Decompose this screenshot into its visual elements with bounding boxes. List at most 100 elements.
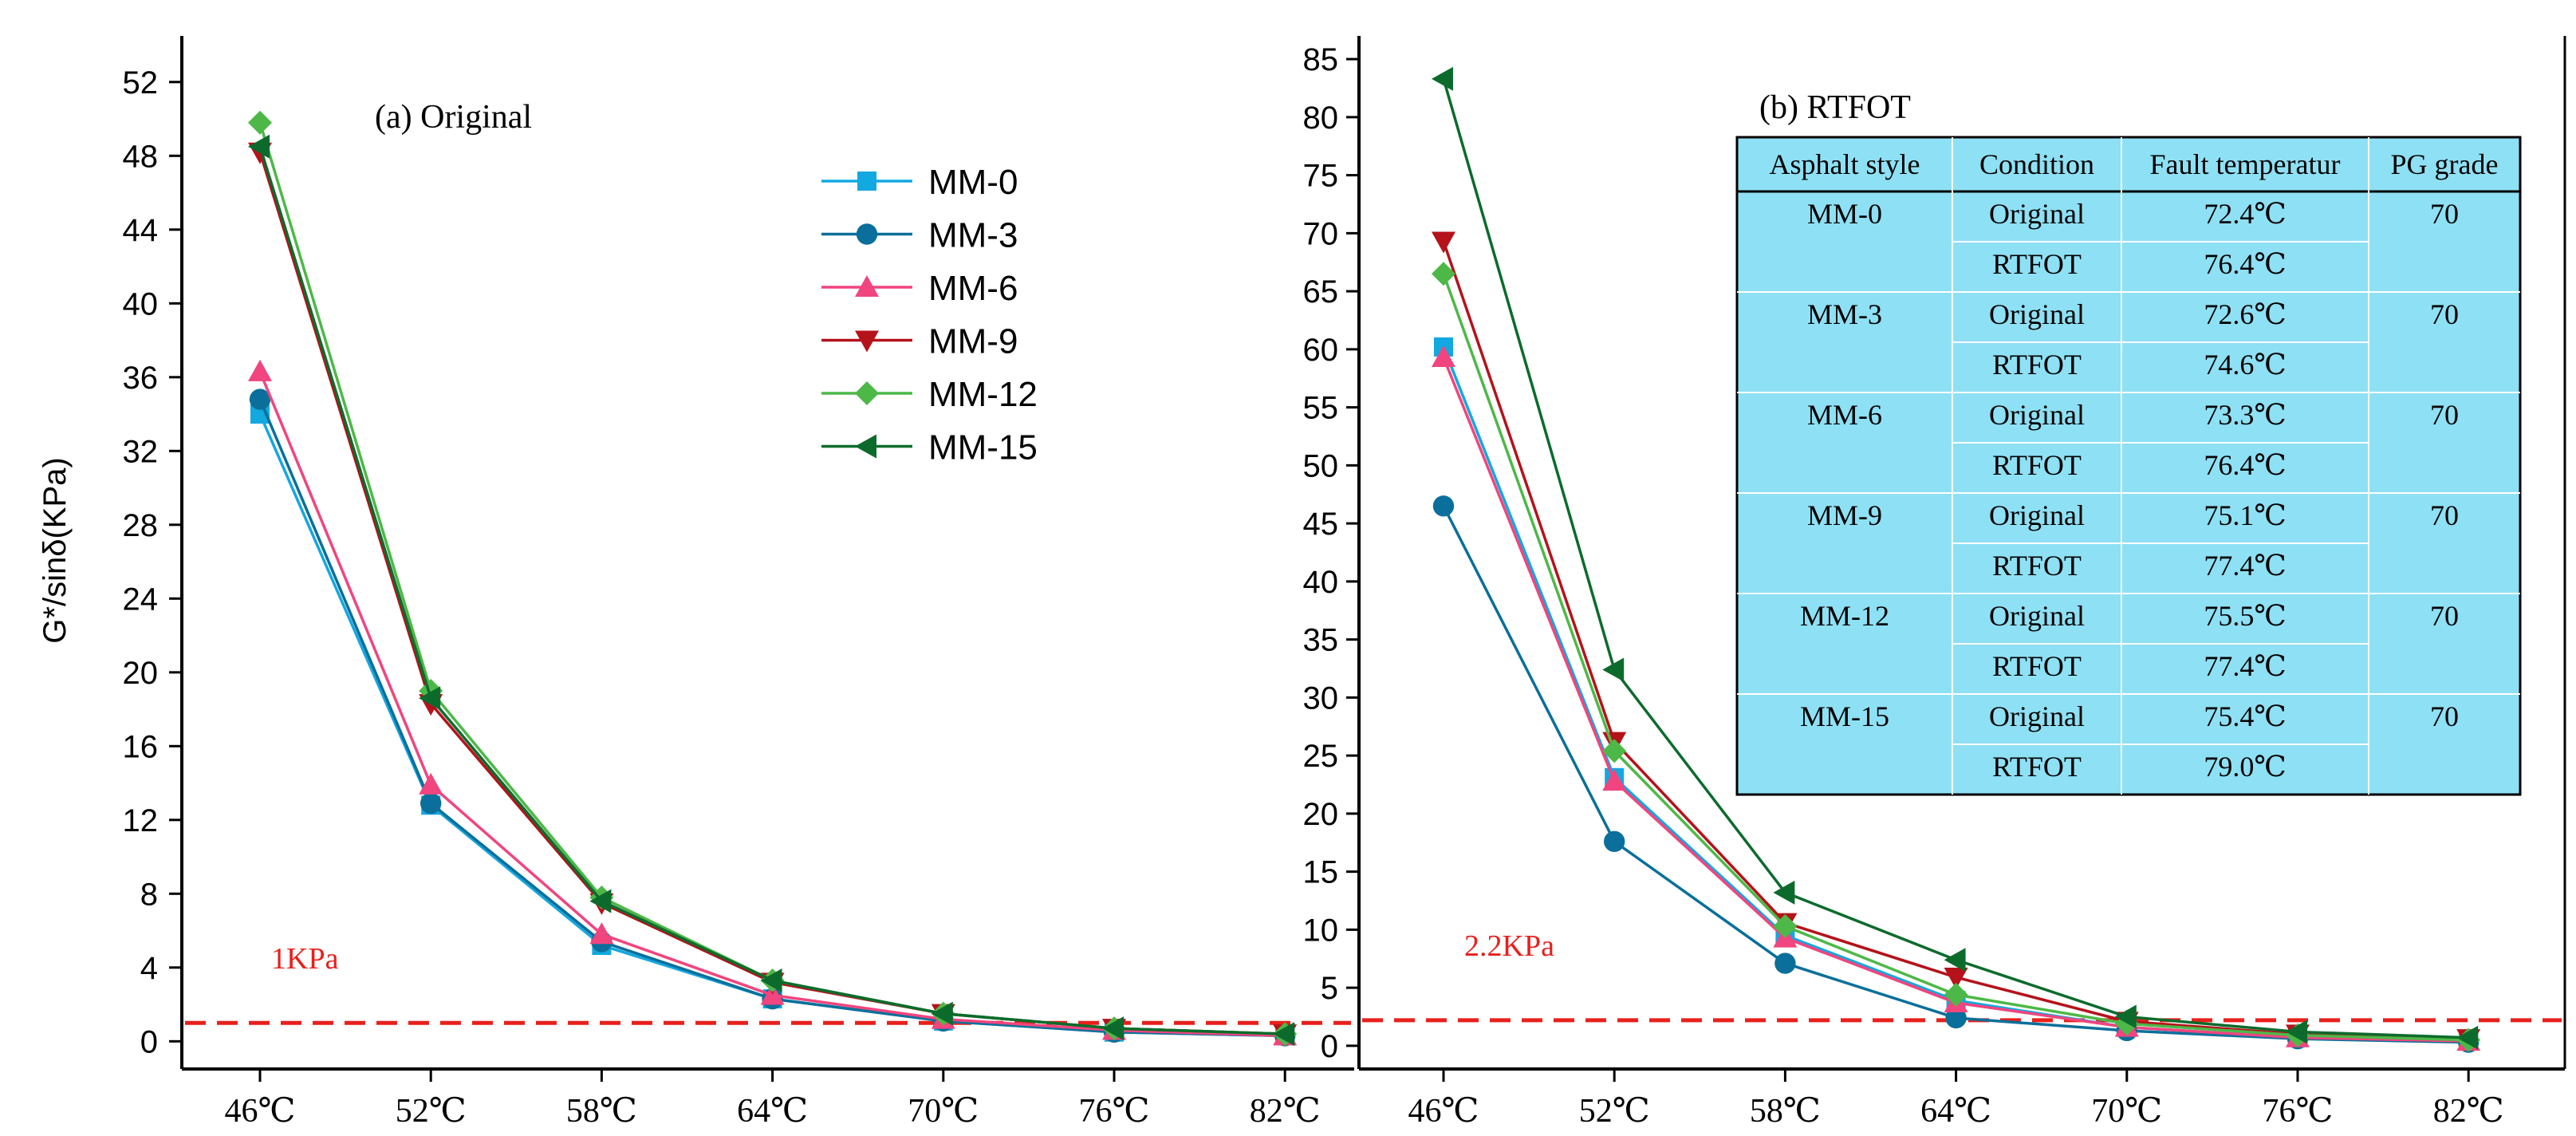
table-cell: 70: [2430, 399, 2459, 431]
a-panel-title: (a) Original: [375, 99, 532, 136]
legend-marker-mm-3: [856, 223, 878, 245]
a-point-mm-15: [760, 968, 782, 992]
b-y-tick-label: 10: [1303, 913, 1339, 948]
table-cell: 70: [2430, 700, 2459, 732]
b-axes: 0 5 10 15 20 25 30 35 40 45 50 55 60 65 70 75 80 85 46℃ 52℃…: [1303, 36, 2566, 1130]
b-point-mm-15: [2286, 1020, 2307, 1044]
legend-marker-mm-6: [855, 275, 879, 297]
table-cell: MM-12: [1800, 600, 1889, 632]
pg-grade-table: Asphalt style Condition Fault temperatur PG…: [1735, 136, 2522, 796]
b-y-tick-label: 15: [1303, 855, 1339, 890]
table-cell: 75.4℃: [2204, 700, 2286, 732]
legend-label-mm-3: MM-3: [928, 216, 1018, 255]
table-cell: 70: [2430, 198, 2459, 230]
b-y-tick-label: 25: [1303, 739, 1339, 774]
a-point-mm-15: [1102, 1016, 1124, 1041]
b-y-tick-label: 85: [1303, 42, 1339, 77]
b-point-mm-15: [2456, 1025, 2479, 1050]
b-point-mm-12: [1602, 739, 1627, 763]
b-panel-title: (b) RTFOT: [1759, 89, 1911, 126]
a-y-tick-label: 12: [123, 803, 159, 838]
a-y-tick-label: 32: [123, 434, 159, 469]
b-point-mm-9: [1432, 231, 1455, 254]
b-point-mm-6: [1432, 345, 1455, 368]
a-point-mm-6: [419, 772, 443, 795]
table-cell: 74.6℃: [2204, 349, 2286, 381]
table-cell: 75.1℃: [2204, 499, 2286, 531]
table-cell: RTFOT: [1992, 650, 2082, 682]
b-y-tick-label: 30: [1303, 680, 1339, 716]
a-line-mm-3: [258, 398, 1286, 1038]
table-cell: 70: [2430, 600, 2459, 632]
a-line-mm-9: [258, 152, 1286, 1035]
a-y-tick-label: 44: [123, 213, 159, 248]
a-line-mm-15: [258, 146, 1286, 1035]
a-x-tick-label: 58℃: [566, 1093, 637, 1130]
b-y-tick-label: 50: [1303, 448, 1339, 483]
legend-label-mm-9: MM-9: [928, 322, 1018, 361]
legend-marker-mm-9: [855, 330, 879, 353]
a-y-tick-label: 24: [123, 582, 159, 617]
a-y-tick-label: 20: [123, 656, 159, 691]
table-cell: 79.0℃: [2204, 751, 2286, 783]
table-cell: 72.6℃: [2204, 298, 2286, 330]
table-cell: MM-15: [1800, 700, 1889, 732]
a-x-tick-label: 46℃: [225, 1093, 296, 1130]
b-y-tick-label: 20: [1303, 797, 1339, 832]
b-x-tick-label: 64℃: [1920, 1093, 1991, 1130]
a-point-mm-3: [420, 792, 442, 815]
b-x-tick-label: 52℃: [1579, 1093, 1650, 1130]
b-series-group: [1432, 66, 2481, 1053]
table-cell: 77.4℃: [2204, 550, 2286, 582]
b-point-mm-9: [1944, 968, 1968, 990]
a-x-tick-label: 64℃: [737, 1093, 808, 1130]
b-point-mm-6: [1602, 769, 1627, 791]
table-cell: RTFOT: [1992, 751, 2082, 783]
a-series-group: [248, 110, 1298, 1047]
table-cell: 75.5℃: [2204, 600, 2286, 632]
b-x-tick-label: 76℃: [2263, 1093, 2334, 1130]
a-y-tick-label: 16: [123, 729, 159, 764]
table-cell: RTFOT: [1992, 349, 2082, 381]
a-x-tick-label: 82℃: [1250, 1093, 1321, 1130]
b-y-tick-label: 75: [1303, 159, 1339, 194]
b-point-mm-15: [1944, 948, 1966, 972]
a-point-mm-15: [931, 1001, 953, 1026]
table-header-cell: Asphalt style: [1770, 148, 1920, 180]
a-line-mm-12: [258, 122, 1286, 1035]
b-point-mm-15: [2114, 1004, 2137, 1029]
legend-label-mm-0: MM-0: [928, 163, 1018, 202]
table-cell: Original: [1989, 499, 2085, 531]
table-cell: 72.4℃: [2204, 198, 2286, 230]
b-y-tick-label: 0: [1321, 1029, 1338, 1064]
table-background: [1735, 136, 2522, 796]
a-y-tick-label: 4: [140, 951, 158, 986]
a-x-tick-label: 70℃: [908, 1093, 979, 1130]
b-point-mm-12: [1432, 262, 1455, 286]
table-header-cell: Condition: [1979, 148, 2094, 180]
b-x-tick-label: 70℃: [2091, 1093, 2162, 1130]
b-x-tick-label: 58℃: [1750, 1093, 1821, 1130]
y-axis-label: G*/sinδ(KPa): [37, 457, 73, 643]
b-y-tick-label: 5: [1321, 971, 1338, 1006]
table-cell: RTFOT: [1992, 248, 2082, 280]
table-cell: Original: [1989, 700, 2085, 732]
a-point-mm-15: [419, 686, 441, 711]
table-cell: 76.4℃: [2204, 449, 2286, 481]
a-y-tick-label: 52: [123, 65, 159, 101]
table-cell: Original: [1989, 298, 2085, 330]
a-point-mm-15: [589, 889, 612, 913]
table-header-cell: Fault temperatur: [2150, 148, 2341, 180]
b-y-tick-label: 80: [1303, 101, 1339, 136]
legend-label-mm-6: MM-6: [928, 269, 1018, 308]
legend-label-mm-12: MM-12: [928, 375, 1038, 414]
b-y-tick-label: 45: [1303, 507, 1339, 542]
legend-marker-mm-12: [855, 381, 879, 405]
a-line-mm-0: [258, 413, 1286, 1038]
legend-label-mm-15: MM-15: [928, 428, 1038, 467]
b-point-mm-15: [1773, 880, 1795, 905]
b-point-mm-12: [1773, 914, 1798, 939]
